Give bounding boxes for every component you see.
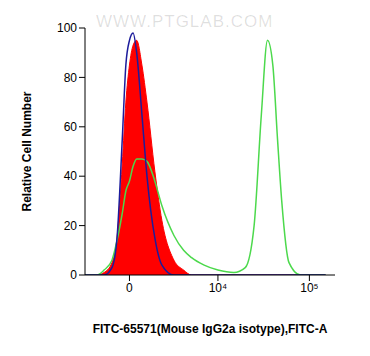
svg-text:100: 100: [57, 21, 77, 35]
html-text:WWW.PTGLAB.COM: WWW.PTGLAB.COM: [96, 12, 274, 31]
svg-text:80: 80: [64, 71, 78, 85]
svg-text:60: 60: [64, 120, 78, 134]
svg-text:40: 40: [64, 169, 78, 183]
svg-text:0: 0: [126, 281, 133, 295]
svg-text:10⁵: 10⁵: [300, 281, 318, 295]
svg-text:20: 20: [64, 219, 78, 233]
svg-text:Relative Cell Number: Relative Cell Number: [20, 91, 34, 211]
svg-text:0: 0: [70, 268, 77, 282]
svg-text:10⁴: 10⁴: [209, 281, 228, 295]
svg-text:FITC-65571(Mouse IgG2a isotype: FITC-65571(Mouse IgG2a isotype),FITC-A: [93, 322, 328, 336]
